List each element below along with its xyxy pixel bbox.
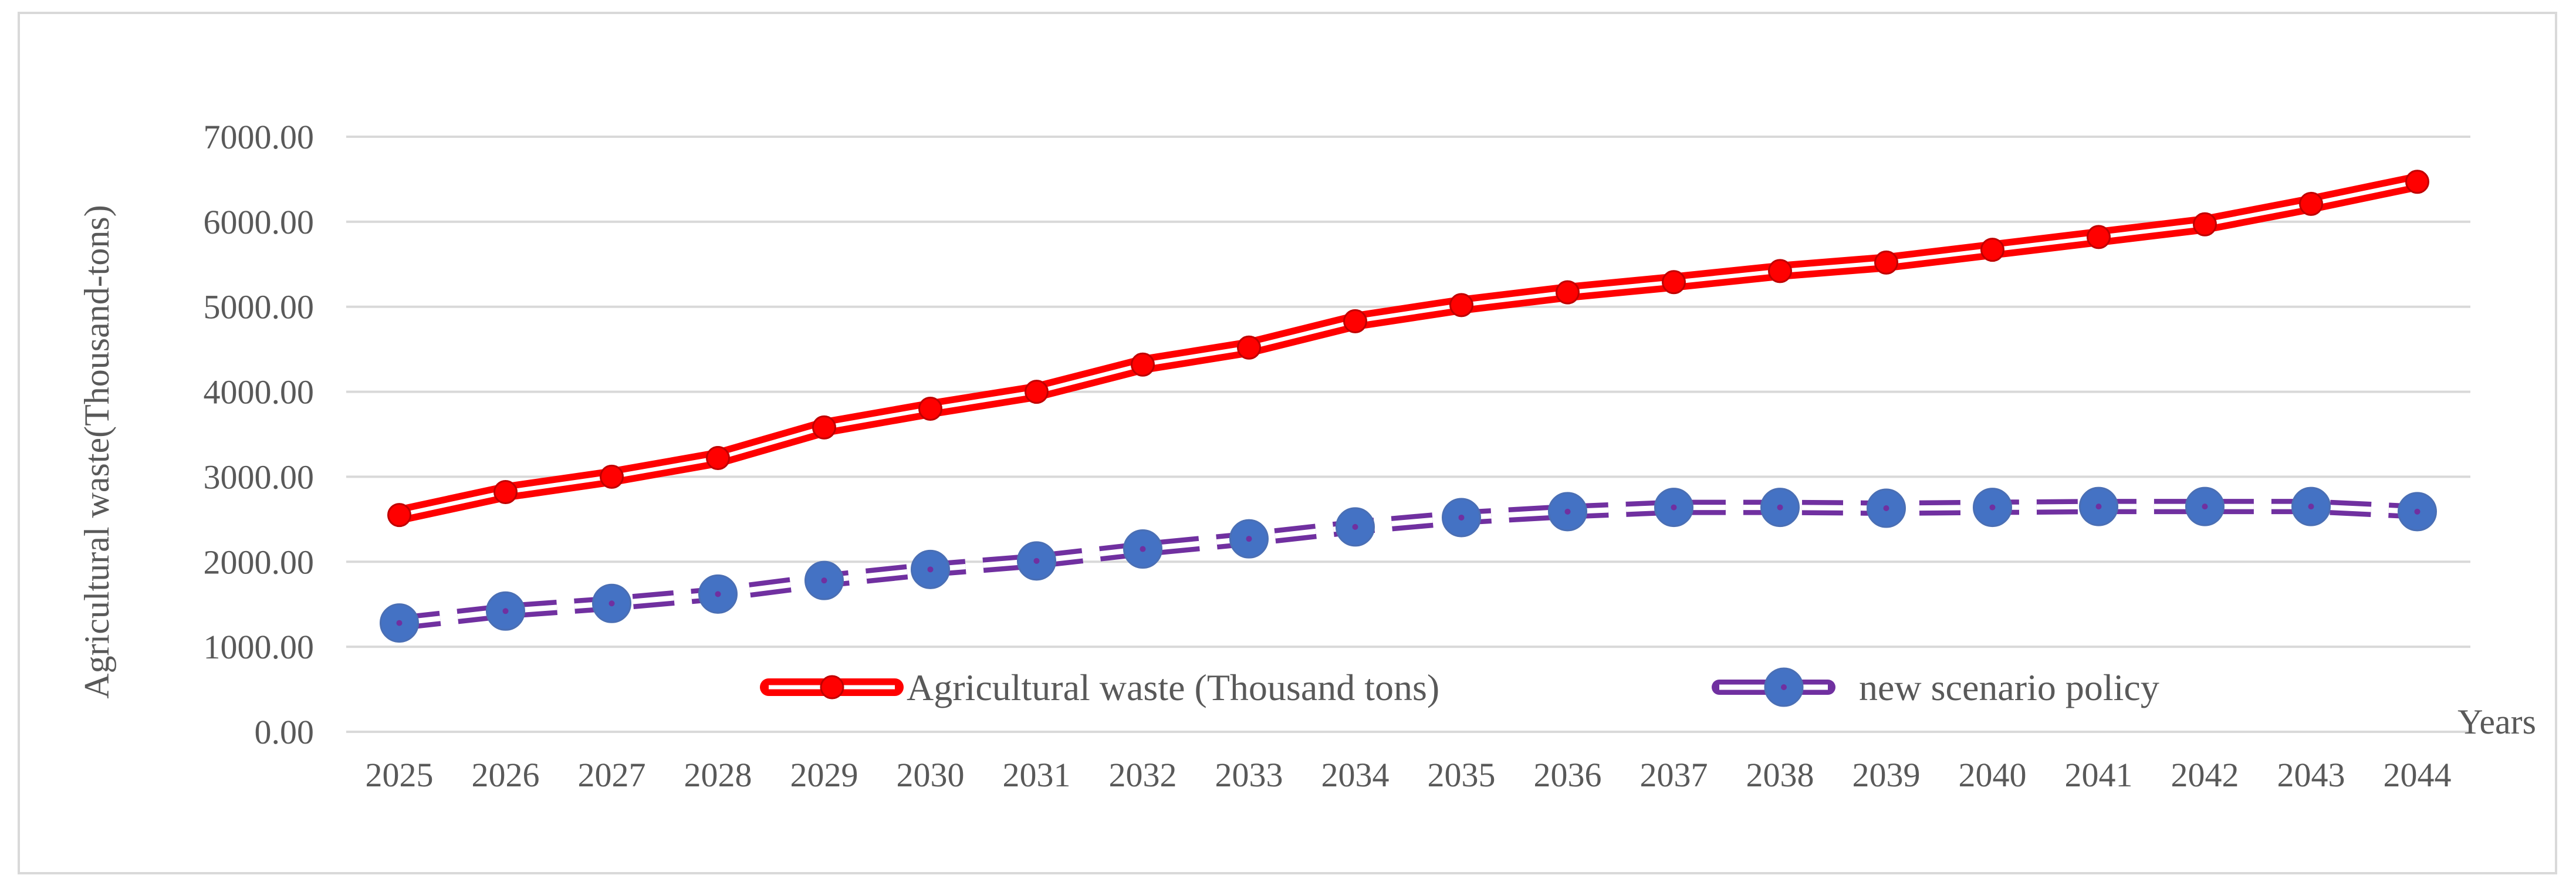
point-agricultural-waste xyxy=(918,397,942,421)
point-new-scenario-policy-center xyxy=(927,566,934,573)
point-new-scenario-policy-center xyxy=(2308,504,2314,510)
point-new-scenario-policy-center xyxy=(1352,523,1358,530)
legend-marker-new-scenario-policy-center xyxy=(1781,684,1787,690)
y-tick-label: 5000.00 xyxy=(204,288,315,326)
point-agricultural-waste xyxy=(812,415,836,440)
x-tick-label: 2033 xyxy=(1215,756,1283,794)
x-tick-label: 2041 xyxy=(2065,756,2133,794)
point-new-scenario-policy-center xyxy=(1246,536,1252,542)
y-tick-label: 2000.00 xyxy=(204,543,315,581)
series-line-agricultural-waste xyxy=(397,173,2419,524)
x-tick-label: 2026 xyxy=(472,756,540,794)
y-axis-label: Agricultural waste(Thousand-tons) xyxy=(77,205,116,698)
x-tick-label: 2038 xyxy=(1746,756,1814,794)
point-agricultural-waste xyxy=(706,446,730,471)
point-new-scenario-policy-center xyxy=(1458,514,1465,521)
point-agricultural-waste xyxy=(1449,293,1473,317)
y-axis-ticks: 0.00 1000.00 2000.00 3000.00 4000.00 5000.00 6… xyxy=(204,118,315,751)
x-tick-label: 2030 xyxy=(897,756,965,794)
point-new-scenario-policy-center xyxy=(715,591,721,597)
point-new-scenario-policy-center xyxy=(502,608,509,614)
x-tick-label: 2028 xyxy=(684,756,752,794)
point-new-scenario-policy-center xyxy=(2095,504,2102,510)
point-new-scenario-policy-center xyxy=(2414,508,2421,515)
y-tick-label: 6000.00 xyxy=(204,203,315,241)
point-new-scenario-policy-center xyxy=(1989,504,1996,511)
x-tick-label: 2042 xyxy=(2171,756,2239,794)
x-axis-label: Years xyxy=(2457,702,2536,741)
point-new-scenario-policy-center xyxy=(2202,504,2208,510)
point-agricultural-waste xyxy=(1556,280,1580,305)
x-tick-label: 2039 xyxy=(1852,756,1921,794)
point-agricultural-waste xyxy=(493,480,518,505)
series-line-new-scenario-policy-inner xyxy=(398,504,2418,626)
y-tick-label: 3000.00 xyxy=(204,458,315,496)
x-tick-label: 2044 xyxy=(2384,756,2452,794)
point-new-scenario-policy-center xyxy=(608,600,615,607)
series-group xyxy=(380,170,2437,643)
legend-label-new-scenario-policy: new scenario policy xyxy=(1859,667,2159,708)
x-tick-label: 2036 xyxy=(1534,756,1602,794)
point-new-scenario-policy-center xyxy=(821,577,827,584)
legend-label-agricultural-waste: Agricultural waste (Thousand tons) xyxy=(907,667,1439,708)
point-new-scenario-policy-center xyxy=(1564,508,1571,515)
point-agricultural-waste xyxy=(1025,380,1049,404)
point-agricultural-waste xyxy=(387,503,411,528)
point-agricultural-waste xyxy=(2193,212,2217,236)
y-tick-label: 0.00 xyxy=(255,713,315,751)
x-tick-label: 2043 xyxy=(2277,756,2345,794)
y-tick-label: 7000.00 xyxy=(204,118,315,156)
x-tick-label: 2035 xyxy=(1428,756,1496,794)
point-agricultural-waste xyxy=(1131,352,1155,377)
x-axis-ticks: 2025 2026 2027 2028 2029 2030 2031 2032 2033 2034… xyxy=(366,756,2452,794)
x-tick-label: 2032 xyxy=(1109,756,1177,794)
x-tick-label: 2031 xyxy=(1003,756,1071,794)
point-new-scenario-policy-center xyxy=(1033,558,1040,564)
x-tick-label: 2025 xyxy=(366,756,434,794)
x-tick-label: 2029 xyxy=(790,756,858,794)
point-agricultural-waste xyxy=(1343,309,1367,333)
point-agricultural-waste xyxy=(1237,335,1261,360)
point-agricultural-waste xyxy=(600,464,624,489)
point-new-scenario-policy-center xyxy=(396,620,403,626)
x-tick-label: 2040 xyxy=(1959,756,2027,794)
x-tick-label: 2027 xyxy=(578,756,646,794)
point-agricultural-waste xyxy=(1662,270,1686,295)
x-tick-label: 2034 xyxy=(1321,756,1390,794)
point-agricultural-waste xyxy=(2087,225,2111,249)
point-new-scenario-policy-center xyxy=(1140,546,1146,552)
y-tick-label: 1000.00 xyxy=(204,628,315,666)
point-agricultural-waste xyxy=(1980,238,2004,262)
legend: Agricultural waste (Thousand tons) new sc… xyxy=(760,667,2159,708)
x-tick-label: 2037 xyxy=(1640,756,1708,794)
point-agricultural-waste xyxy=(1874,250,1898,275)
y-tick-label: 4000.00 xyxy=(204,373,315,411)
point-new-scenario-policy-center xyxy=(1883,505,1889,512)
point-agricultural-waste xyxy=(2299,191,2323,216)
point-agricultural-waste xyxy=(2405,170,2429,194)
point-new-scenario-policy-center xyxy=(1671,504,1677,511)
legend-marker-agricultural-waste xyxy=(820,675,844,700)
series-line-agricultural-waste-inner xyxy=(398,180,2418,518)
point-agricultural-waste xyxy=(1768,259,1792,283)
point-new-scenario-policy-center xyxy=(1777,504,1783,511)
